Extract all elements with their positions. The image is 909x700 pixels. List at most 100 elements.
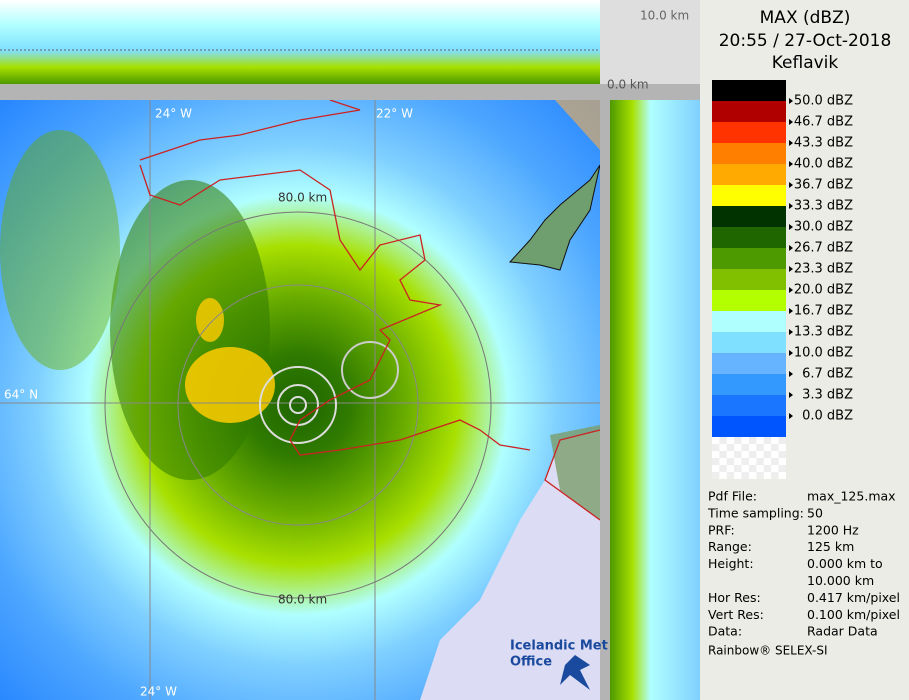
legend-nodata bbox=[741, 458, 749, 465]
info-key: Height: bbox=[708, 556, 754, 571]
legend-nodata bbox=[719, 437, 727, 444]
map-label: 24° W bbox=[140, 685, 177, 699]
info-value: 0.417 km/pixel bbox=[807, 590, 900, 605]
legend-nodata bbox=[734, 465, 742, 472]
map-labels: 24° W 22° W 64° N 80.0 km 80.0 km 24° W 10.0 k… bbox=[4, 9, 689, 699]
legend-swatch bbox=[712, 101, 786, 122]
legend-pointer bbox=[789, 182, 793, 188]
legend-label: 20.0 dBZ bbox=[794, 283, 853, 298]
legend-pointer bbox=[789, 329, 793, 335]
legend-pointer bbox=[789, 287, 793, 293]
legend-nodata bbox=[756, 458, 764, 465]
legend-nodata bbox=[771, 458, 779, 465]
map-label: 0.0 km bbox=[607, 78, 649, 92]
legend-nodata bbox=[734, 451, 742, 458]
legend-nodata bbox=[719, 444, 727, 451]
map-label: 22° W bbox=[376, 107, 413, 121]
legend-nodata bbox=[756, 465, 764, 472]
legend-swatch bbox=[712, 269, 786, 290]
legend-nodata bbox=[749, 437, 757, 444]
legend-nodata bbox=[771, 451, 779, 458]
legend-nodata bbox=[726, 472, 735, 479]
info-key: Data: bbox=[708, 624, 742, 639]
legend-nodata bbox=[749, 444, 757, 451]
legend-nodata bbox=[734, 458, 742, 465]
legend-pointer bbox=[789, 161, 793, 167]
legend-nodata bbox=[734, 444, 742, 451]
legend-nodata bbox=[756, 451, 764, 458]
legend-nodata bbox=[749, 451, 757, 458]
legend-swatch bbox=[712, 227, 786, 248]
legend-label: 3.3 dBZ bbox=[802, 388, 853, 403]
legend-nodata bbox=[712, 465, 720, 472]
footer: Rainbow® SELEX-SI bbox=[708, 644, 828, 658]
legend-nodata bbox=[712, 451, 720, 458]
legend-nodata bbox=[741, 465, 749, 472]
legend-pointer bbox=[789, 266, 793, 272]
legend-nodata bbox=[778, 465, 786, 472]
info-key: Time sampling: bbox=[707, 505, 804, 520]
legend-nodata bbox=[771, 465, 779, 472]
legend-label: 46.7 dBZ bbox=[794, 115, 853, 130]
legend-nodata bbox=[778, 451, 786, 458]
legend-label: 23.3 dBZ bbox=[794, 262, 853, 277]
info-value: 125 km bbox=[807, 539, 854, 554]
legend-nodata bbox=[763, 444, 772, 451]
legend-label: 36.7 dBZ bbox=[794, 178, 853, 193]
info-value: Radar Data bbox=[807, 624, 878, 639]
legend-nodata bbox=[763, 458, 772, 465]
legend-pointer bbox=[789, 308, 793, 314]
legend-pointer bbox=[789, 119, 793, 125]
top-section bbox=[0, 0, 700, 100]
legend-nodata bbox=[778, 437, 786, 444]
info-value: 0.100 km/pixel bbox=[807, 607, 900, 622]
info-key: PRF: bbox=[708, 522, 735, 537]
legend-nodata bbox=[719, 458, 727, 465]
legend-nodata bbox=[778, 458, 786, 465]
legend-label: 43.3 dBZ bbox=[794, 136, 853, 151]
info-value: 50 bbox=[807, 505, 823, 520]
legend-nodata bbox=[726, 444, 735, 451]
legend-nodata bbox=[763, 465, 772, 472]
legend-nodata bbox=[749, 458, 757, 465]
legend-label: 16.7 dBZ bbox=[794, 304, 853, 319]
legend-nodata bbox=[756, 437, 764, 444]
legend-label: 13.3 dBZ bbox=[794, 325, 853, 340]
logo-text: Icelandic Met bbox=[510, 639, 608, 654]
legend-nodata bbox=[749, 472, 757, 479]
legend-nodata bbox=[719, 465, 727, 472]
info-value: 0.000 km to bbox=[807, 556, 883, 571]
panel-site: Keflavik bbox=[772, 53, 839, 73]
legend-nodata bbox=[741, 451, 749, 458]
legend-swatch bbox=[712, 416, 786, 437]
legend-nodata bbox=[726, 465, 735, 472]
map-label: 10.0 km bbox=[640, 9, 689, 23]
legend-swatch bbox=[712, 143, 786, 164]
legend-nodata bbox=[719, 451, 727, 458]
legend-nodata bbox=[719, 472, 727, 479]
legend-swatch bbox=[712, 185, 786, 206]
plan-view bbox=[0, 99, 601, 700]
legend-nodata bbox=[778, 444, 786, 451]
legend-nodata bbox=[726, 458, 735, 465]
info-key: Hor Res: bbox=[708, 590, 761, 605]
legend-swatch bbox=[712, 290, 786, 311]
legend-nodata bbox=[734, 472, 742, 479]
legend-nodata bbox=[726, 451, 735, 458]
legend-nodata bbox=[756, 472, 764, 479]
legend-swatch bbox=[712, 80, 786, 101]
legend-swatch bbox=[712, 206, 786, 227]
legend-pointer bbox=[789, 413, 793, 419]
legend-pointer bbox=[789, 140, 793, 146]
panel-title: MAX (dBZ) bbox=[760, 8, 851, 28]
radar-map: 24° W 22° W 64° N 80.0 km 80.0 km 24° W 10.0 k… bbox=[0, 0, 700, 700]
legend-nodata bbox=[741, 472, 749, 479]
legend-swatch bbox=[712, 248, 786, 269]
legend-label: 6.7 dBZ bbox=[802, 367, 853, 382]
legend-nodata bbox=[712, 437, 720, 444]
map-label: 64° N bbox=[4, 388, 38, 402]
panel-time: 20:55 / 27-Oct-2018 bbox=[719, 31, 892, 51]
legend-nodata bbox=[741, 437, 749, 444]
legend-label: 0.0 dBZ bbox=[802, 409, 853, 424]
